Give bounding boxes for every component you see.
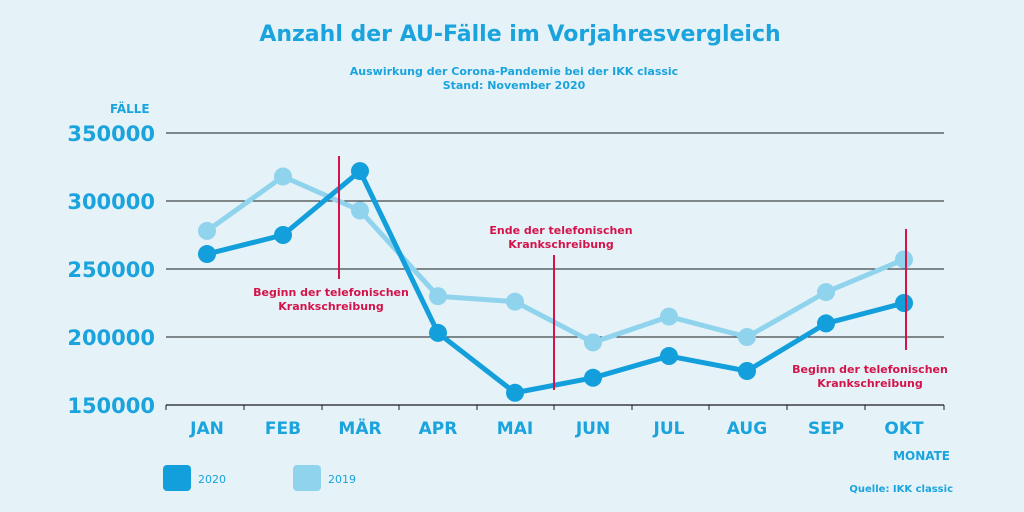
data-point-2019 (351, 201, 369, 220)
data-point-2019 (198, 221, 216, 240)
y-tick-label: 350000 (67, 122, 155, 146)
legend-label: 2020 (198, 473, 226, 486)
x-tick-label: JUL (653, 419, 685, 439)
annotation-text: Beginn der telefonischen (253, 286, 409, 299)
series-line-2020 (204, 168, 907, 396)
legend-label: 2019 (328, 473, 356, 486)
data-point-2019 (274, 167, 292, 186)
chart-subtitle-line-1: Auswirkung der Corona-Pandemie bei der I… (350, 65, 678, 78)
data-point-2020 (198, 245, 216, 264)
data-point-2020 (738, 362, 756, 380)
annotation-text: Krankschreibung (508, 238, 613, 251)
x-tick-label: JAN (189, 419, 224, 439)
y-tick-label: 300000 (67, 190, 155, 214)
x-tick-label: FEB (265, 419, 301, 439)
data-point-2020 (660, 347, 678, 366)
data-point-2019 (660, 307, 678, 326)
legend-swatch-2019 (293, 465, 321, 491)
y-axis-title: FÄLLE (110, 101, 150, 116)
data-point-2019 (429, 287, 447, 306)
data-point-2020 (817, 314, 835, 333)
x-tick-label: AUG (727, 419, 767, 439)
data-point-2019 (895, 250, 913, 269)
x-axis-title: MONATE (893, 449, 950, 463)
x-tick-label: MÄR (338, 417, 381, 439)
data-point-2020 (351, 162, 369, 181)
annotation-text: Krankschreibung (278, 300, 383, 313)
data-point-2020 (895, 294, 913, 312)
x-tick-label: JUN (575, 419, 610, 439)
x-tick-label: APR (419, 419, 458, 439)
annotation-text: Ende der telefonischen (489, 224, 632, 237)
source-note: Quelle: IKK classic (849, 484, 953, 495)
legend-swatch-2020 (163, 465, 191, 491)
plot-area: 150000 200000 250000 300000 350000 JAN FEB MÄR A… (67, 122, 948, 491)
annotation-text: Krankschreibung (817, 377, 922, 390)
x-tick-label: SEP (808, 419, 844, 439)
y-tick-label: 150000 (67, 394, 155, 418)
annotation-text: Beginn der telefonischen (792, 363, 948, 376)
data-point-2019 (817, 283, 835, 302)
data-point-2020 (506, 383, 524, 402)
chart-subtitle-line-2: Stand: November 2020 (443, 79, 586, 92)
data-point-2019 (584, 333, 602, 352)
chart-title: Anzahl der AU-Fälle im Vorjahresvergleic… (259, 22, 780, 47)
x-tick-label: OKT (884, 419, 924, 439)
data-point-2019 (506, 292, 524, 311)
y-tick-label: 250000 (67, 258, 155, 282)
y-tick-label: 200000 (67, 326, 155, 350)
data-point-2019 (738, 328, 756, 346)
data-point-2020 (584, 368, 602, 387)
data-point-2020 (429, 323, 447, 342)
data-point-2020 (274, 226, 292, 244)
x-tick-label: MAI (497, 419, 533, 439)
